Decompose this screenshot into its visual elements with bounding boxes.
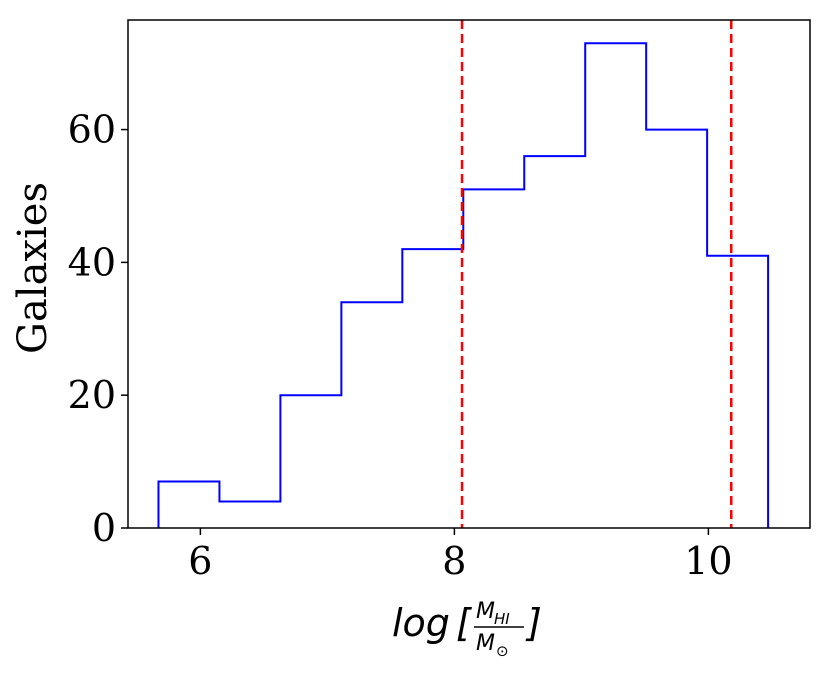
- x-axis-label-denominator-sub: ⊙: [496, 642, 509, 660]
- x-axis-label-prefix: log: [392, 601, 450, 645]
- x-axis-label-close-bracket: ]: [525, 601, 542, 645]
- y-tick-label-60: 60: [68, 108, 116, 152]
- y-tick-label-20: 20: [68, 373, 116, 417]
- x-axis-label-open-bracket: [: [456, 601, 472, 645]
- x-axis-label: log [ M HI M ⊙ ]: [392, 599, 542, 660]
- x-axis-label-numerator: M: [476, 599, 495, 624]
- axes: 6 8 10 0 20 40 60: [68, 19, 811, 583]
- x-axis-label-denominator: M: [476, 631, 495, 656]
- x-tick-label-8: 8: [442, 539, 466, 583]
- axes-frame: [127, 19, 811, 529]
- x-tick-label-10: 10: [684, 539, 732, 583]
- plot-area: [157, 20, 770, 528]
- histogram-step-line: [157, 42, 770, 528]
- y-tick-label-0: 0: [92, 506, 116, 550]
- y-tick-label-40: 40: [68, 240, 116, 284]
- x-axis-label-numerator-sub: HI: [494, 610, 510, 628]
- x-tick-label-6: 6: [188, 539, 212, 583]
- y-axis-label: Galaxies: [10, 182, 56, 354]
